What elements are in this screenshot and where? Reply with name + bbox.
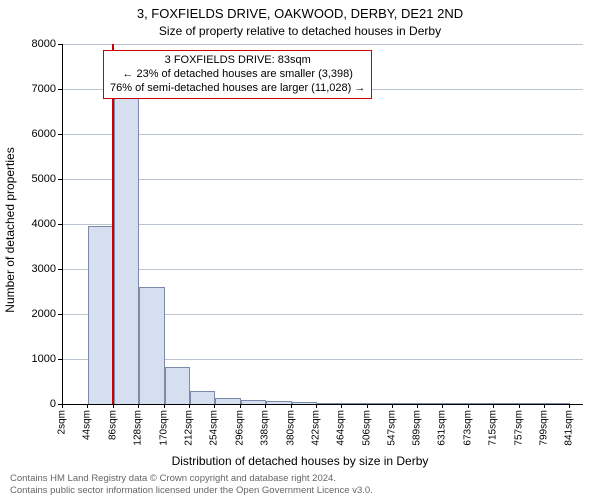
y-tick-label: 4000 bbox=[0, 218, 56, 230]
gridline bbox=[63, 179, 583, 180]
annotation-line-3: 76% of semi-detached houses are larger (… bbox=[110, 82, 365, 96]
x-tick-mark bbox=[87, 404, 88, 408]
x-tick-label: 212sqm bbox=[183, 410, 194, 446]
y-tick-label: 2000 bbox=[0, 308, 56, 320]
x-tick-label: 422sqm bbox=[310, 410, 321, 446]
y-tick-mark bbox=[58, 269, 62, 270]
x-tick-mark bbox=[493, 404, 494, 408]
y-tick-label: 8000 bbox=[0, 38, 56, 50]
x-tick-label: 589sqm bbox=[411, 410, 422, 446]
histogram-bar bbox=[215, 398, 240, 404]
x-tick-label: 715sqm bbox=[488, 410, 499, 446]
gridline bbox=[63, 269, 583, 270]
x-tick-mark bbox=[189, 404, 190, 408]
histogram-bar bbox=[292, 402, 317, 404]
x-tick-label: 673sqm bbox=[462, 410, 473, 446]
histogram-bar bbox=[494, 403, 519, 404]
x-tick-mark bbox=[138, 404, 139, 408]
y-tick-mark bbox=[58, 314, 62, 315]
x-tick-mark bbox=[442, 404, 443, 408]
annotation-line-1: 3 FOXFIELDS DRIVE: 83sqm bbox=[110, 54, 365, 68]
x-tick-label: 841sqm bbox=[564, 410, 575, 446]
x-tick-mark bbox=[544, 404, 545, 408]
histogram-bar bbox=[88, 226, 113, 404]
footer-attribution: Contains HM Land Registry data © Crown c… bbox=[10, 473, 373, 496]
histogram-bar bbox=[393, 403, 418, 404]
footer-line-1: Contains HM Land Registry data © Crown c… bbox=[10, 473, 373, 484]
gridline bbox=[63, 44, 583, 45]
y-tick-mark bbox=[58, 89, 62, 90]
plot-area: 3 FOXFIELDS DRIVE: 83sqm ← 23% of detach… bbox=[62, 44, 583, 405]
histogram-bar bbox=[165, 367, 190, 404]
x-tick-label: 547sqm bbox=[386, 410, 397, 446]
histogram-bar bbox=[114, 94, 139, 405]
y-tick-label: 6000 bbox=[0, 128, 56, 140]
x-tick-label: 631sqm bbox=[437, 410, 448, 446]
y-tick-label: 0 bbox=[0, 398, 56, 410]
histogram-bar bbox=[368, 403, 393, 404]
x-tick-label: 44sqm bbox=[82, 410, 93, 440]
x-tick-mark bbox=[367, 404, 368, 408]
x-tick-mark bbox=[569, 404, 570, 408]
x-tick-mark bbox=[240, 404, 241, 408]
histogram-bar bbox=[520, 403, 545, 404]
histogram-bar bbox=[443, 403, 468, 404]
histogram-bar bbox=[190, 391, 215, 404]
y-tick-label: 1000 bbox=[0, 353, 56, 365]
chart-title-sub: Size of property relative to detached ho… bbox=[0, 24, 600, 38]
chart-title-main: 3, FOXFIELDS DRIVE, OAKWOOD, DERBY, DE21… bbox=[0, 6, 600, 21]
gridline bbox=[63, 134, 583, 135]
x-tick-mark bbox=[214, 404, 215, 408]
gridline bbox=[63, 224, 583, 225]
x-tick-mark bbox=[341, 404, 342, 408]
y-tick-label: 5000 bbox=[0, 173, 56, 185]
y-tick-label: 7000 bbox=[0, 83, 56, 95]
x-tick-label: 296sqm bbox=[234, 410, 245, 446]
x-axis-label: Distribution of detached houses by size … bbox=[0, 454, 600, 468]
histogram-bar bbox=[342, 403, 367, 404]
x-tick-label: 254sqm bbox=[209, 410, 220, 446]
x-tick-label: 86sqm bbox=[107, 410, 118, 440]
y-tick-mark bbox=[58, 44, 62, 45]
histogram-bar bbox=[418, 403, 443, 404]
x-tick-label: 338sqm bbox=[260, 410, 271, 446]
x-tick-mark bbox=[519, 404, 520, 408]
histogram-bar bbox=[241, 400, 266, 404]
x-tick-label: 2sqm bbox=[57, 410, 68, 434]
x-tick-label: 799sqm bbox=[538, 410, 549, 446]
x-tick-mark bbox=[417, 404, 418, 408]
x-tick-label: 128sqm bbox=[133, 410, 144, 446]
x-tick-mark bbox=[392, 404, 393, 408]
histogram-bar bbox=[545, 403, 570, 404]
histogram-bar bbox=[317, 403, 342, 404]
histogram-bar bbox=[469, 403, 494, 404]
x-tick-label: 757sqm bbox=[513, 410, 524, 446]
x-tick-mark bbox=[164, 404, 165, 408]
y-tick-mark bbox=[58, 134, 62, 135]
chart-container: { "title_main": "3, FOXFIELDS DRIVE, OAK… bbox=[0, 0, 600, 500]
x-tick-mark bbox=[468, 404, 469, 408]
y-tick-label: 3000 bbox=[0, 263, 56, 275]
x-tick-label: 464sqm bbox=[336, 410, 347, 446]
y-tick-mark bbox=[58, 359, 62, 360]
y-tick-mark bbox=[58, 224, 62, 225]
annotation-box: 3 FOXFIELDS DRIVE: 83sqm ← 23% of detach… bbox=[103, 50, 372, 99]
histogram-bar bbox=[266, 401, 291, 404]
histogram-bar bbox=[139, 287, 164, 404]
x-tick-label: 380sqm bbox=[285, 410, 296, 446]
x-tick-label: 506sqm bbox=[361, 410, 372, 446]
x-tick-mark bbox=[316, 404, 317, 408]
x-tick-mark bbox=[265, 404, 266, 408]
x-tick-mark bbox=[113, 404, 114, 408]
y-tick-mark bbox=[58, 179, 62, 180]
footer-line-2: Contains public sector information licen… bbox=[10, 485, 373, 496]
annotation-line-2: ← 23% of detached houses are smaller (3,… bbox=[110, 68, 365, 82]
x-tick-mark bbox=[291, 404, 292, 408]
x-tick-label: 170sqm bbox=[158, 410, 169, 446]
x-tick-mark bbox=[62, 404, 63, 408]
